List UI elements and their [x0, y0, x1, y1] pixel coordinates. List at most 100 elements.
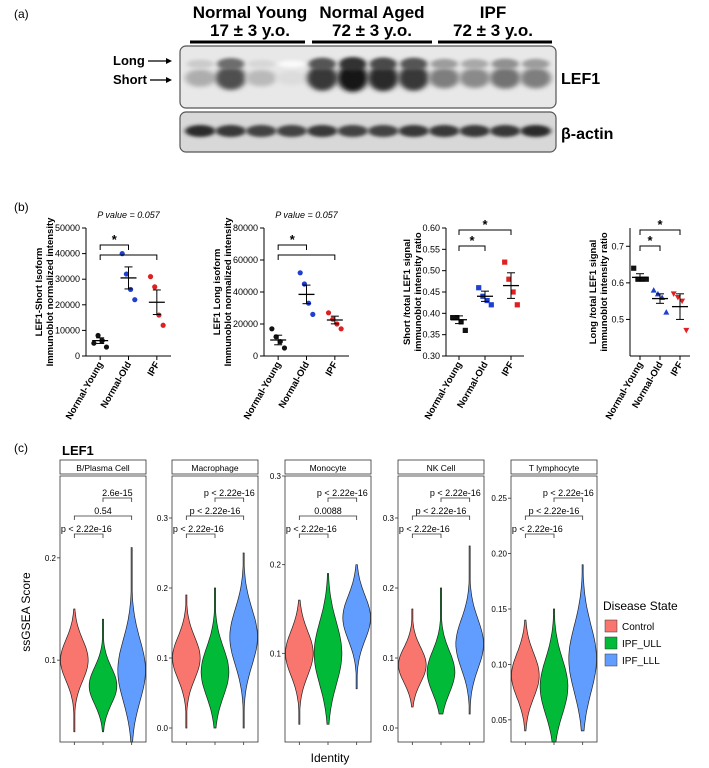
data-point — [325, 310, 332, 316]
facet-strip — [510, 459, 598, 475]
x-tick-label: IPF — [146, 360, 163, 378]
pvalue-bracket — [185, 515, 245, 520]
data-point — [160, 322, 166, 328]
sig-bracket — [458, 245, 486, 251]
pvalue-label: 0.0088 — [314, 506, 342, 516]
long-arrowhead-icon — [166, 58, 172, 64]
y-tick-label: 0.1 — [157, 654, 169, 663]
data-point — [635, 276, 641, 282]
y-tick-label: 0.60 — [422, 223, 440, 233]
x-tick-label: Normal-Young — [423, 360, 465, 422]
y-tick-label: 20000 — [233, 319, 258, 329]
actin-band — [276, 125, 307, 137]
data-point — [132, 297, 138, 303]
pvalue-bracket — [73, 515, 133, 520]
lef1-band — [398, 65, 429, 91]
pvalue-bracket — [327, 497, 358, 502]
data-point — [95, 332, 101, 339]
legend-label-control: Control — [622, 622, 654, 633]
data-point — [91, 340, 97, 346]
lef1-band — [307, 65, 338, 91]
lef1-long-band — [491, 58, 519, 70]
sig-bracket — [277, 244, 307, 250]
y-tick-label: 0.3 — [270, 472, 282, 481]
sig-bracket — [99, 244, 129, 250]
legend-label-ipf-lll: IPF_LLL — [622, 656, 660, 667]
data-point — [484, 297, 490, 304]
violin-shape — [511, 619, 540, 732]
y-tick-label: 0.2 — [383, 584, 395, 593]
pvalue-label: 0.54 — [94, 506, 112, 516]
panel-label-a: (a) — [14, 7, 29, 21]
violin-panel: T lymphocyte 0.05 0.10 0.15 0.20 0.25 p < 2.22… — [491, 459, 598, 745]
y-tick-label: 0.40 — [422, 308, 440, 318]
data-point — [631, 265, 637, 271]
y-tick-label: 0.5 — [611, 314, 624, 324]
y-tick-label: 0.1 — [383, 654, 395, 663]
pvalue-label: p < 2.22e-16 — [204, 488, 255, 498]
lef1-band — [520, 67, 551, 89]
pvalue-bracket — [411, 515, 471, 520]
violin-shape — [88, 618, 118, 733]
y-tick-label: 0 — [75, 351, 80, 361]
facet-strip — [284, 459, 372, 475]
data-point — [103, 344, 110, 350]
data-point — [450, 315, 456, 321]
pvalue-bracket — [553, 497, 584, 502]
sig-bracket — [639, 245, 661, 251]
lef1-band — [337, 64, 368, 92]
actin-band — [368, 125, 399, 137]
legend-label-ipf-ull: IPF_ULL — [622, 639, 662, 650]
y-tick-label: 0.3 — [157, 514, 169, 523]
violin-panel: Monocyte 0.1 0.2 0.3 p < 2.22e-16 0.0088 p < 2… — [270, 459, 372, 745]
blot-arrow-icons — [148, 58, 172, 83]
data-point — [488, 302, 494, 308]
violin-shape — [539, 608, 569, 743]
pvalue-bracket — [185, 533, 216, 538]
actin-band — [398, 125, 429, 137]
violin-panel: B/Plasma Cell 0.1 0.2 p < 2.22e-16 0.54 2.6e-… — [45, 459, 147, 745]
violin-shape — [229, 552, 258, 729]
data-point — [338, 326, 344, 332]
violin-shape — [313, 573, 343, 725]
lef1-long-band — [400, 57, 428, 71]
y-axis-label-line: Short /total LEF1 signal — [402, 239, 413, 345]
sig-bracket — [277, 254, 336, 260]
actin-band — [520, 125, 551, 137]
x-tick-label: Normal-Young — [242, 360, 284, 422]
violin-shape — [342, 564, 371, 690]
y-tick-label: 40000 — [55, 249, 80, 259]
legend-title: Disease State — [603, 599, 678, 613]
lef1-long-band — [247, 59, 275, 69]
pvalue-label: p < 2.22e-16 — [416, 506, 467, 516]
y-tick-label: 40000 — [233, 287, 258, 297]
lef1-band — [215, 66, 246, 90]
sig-star: * — [657, 217, 663, 232]
lef1-band — [368, 64, 399, 92]
pvalue-bracket — [102, 497, 133, 502]
lef1-long-band — [522, 58, 550, 70]
data-point — [643, 276, 649, 282]
lef1-band — [429, 67, 460, 89]
y-tick-label: 0.2 — [45, 554, 57, 563]
y-tick-label: 30000 — [55, 274, 80, 284]
y-tick-label: 0.2 — [270, 561, 282, 570]
y-tick-label: 0.50 — [422, 266, 440, 276]
lef1-long-band — [430, 58, 458, 70]
facet-label: B/Plasma Cell — [76, 463, 129, 473]
facet-strip — [397, 459, 485, 475]
y-axis-label: LEF1 Long isoformImmunoblot normalized i… — [212, 217, 234, 367]
pvalue-bracket — [214, 497, 245, 502]
data-point — [670, 291, 677, 297]
panel-label-b: (b) — [14, 200, 29, 214]
violin-shape — [285, 599, 314, 725]
lef1-long-band — [217, 58, 245, 70]
y-axis-label-line: LEF1-Short Isoform — [34, 248, 45, 337]
actin-band — [429, 125, 460, 137]
pvalue-label: p < 2.22e-16 — [529, 506, 580, 516]
pvalue-label: p < 2.22e-16 — [173, 524, 224, 534]
data-point — [514, 302, 520, 308]
y-tick-label: 10000 — [55, 325, 80, 335]
p-value-annotation: P value = 0.057 — [97, 210, 160, 220]
